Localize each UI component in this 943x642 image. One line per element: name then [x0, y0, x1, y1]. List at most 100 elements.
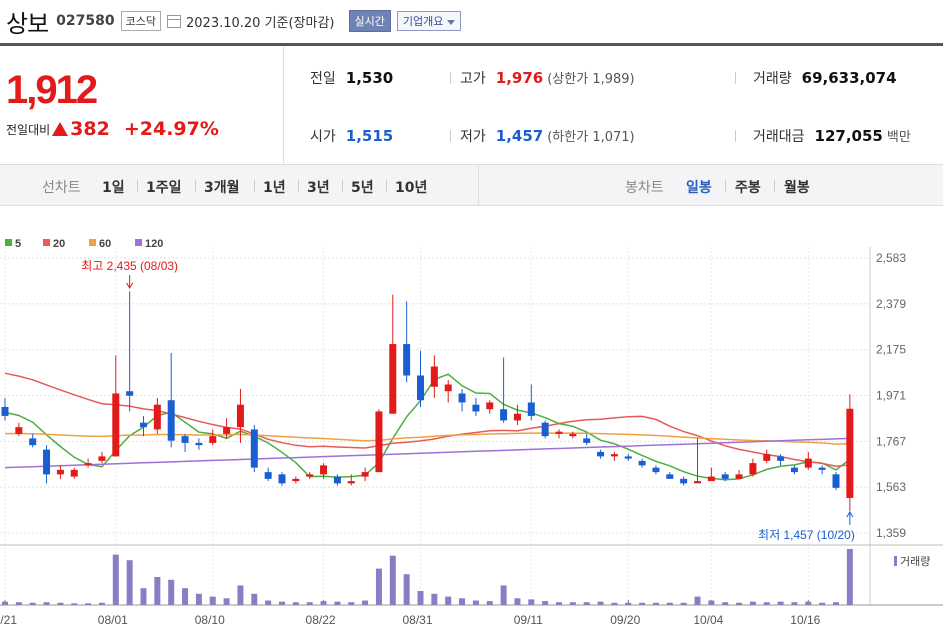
candle-weekly[interactable]: 주봉 — [735, 180, 761, 196]
chevron-down-icon — [447, 19, 456, 25]
candle-body — [56, 469, 64, 475]
volume-bar — [500, 585, 507, 605]
volume-legend-swatch — [894, 556, 897, 566]
candle-body — [236, 404, 244, 428]
volume-bar — [306, 602, 313, 605]
candle-body — [70, 469, 78, 477]
volume-bar — [694, 596, 701, 605]
candle-body — [347, 481, 355, 484]
period-separator — [254, 180, 255, 192]
candle-body — [389, 344, 397, 414]
price-summary: 1,912 전일대비 382 +24.97% — [0, 46, 284, 164]
period-10y[interactable]: 10년 — [395, 180, 428, 196]
y-tick-label: 2,175 — [876, 343, 906, 357]
volume-bar — [126, 560, 133, 605]
period-1d[interactable]: 1일 — [102, 180, 125, 196]
legend-label: 120 — [145, 238, 163, 250]
volume-bar — [846, 549, 853, 605]
stat-amount: 거래대금 127,055 백만 — [753, 126, 911, 146]
candle-body — [292, 478, 300, 482]
annotation-low-arrowhead — [846, 511, 854, 518]
ma-line-60 — [4, 432, 850, 445]
y-tick-label: 1,767 — [876, 434, 906, 448]
period-1y[interactable]: 1년 — [263, 180, 286, 196]
candle-body — [320, 465, 328, 475]
period-separator — [342, 180, 343, 192]
volume-bar — [445, 596, 452, 605]
stat-prev: 전일 1,530 — [310, 68, 393, 88]
period-1w[interactable]: 1주일 — [146, 180, 182, 196]
stock-chart[interactable]: 2,583 2,379 2,175 1,971 1,767 1,563 1,359 07/21… — [0, 207, 943, 642]
volume-bar — [15, 602, 22, 605]
calendar-icon — [167, 14, 181, 28]
candle-body — [790, 467, 798, 473]
candle-body — [513, 413, 521, 421]
change-percent: +24.97% — [123, 118, 219, 140]
volume-bar — [57, 602, 64, 605]
legend-swatch — [89, 239, 96, 246]
header-divider — [0, 43, 943, 46]
candle-body — [597, 451, 605, 457]
candle-body — [1, 406, 9, 416]
price-stats: 전일 1,530 고가 1,976 (상한가 1,989) 거래량 69,633… — [285, 46, 943, 164]
period-3y[interactable]: 3년 — [307, 180, 330, 196]
legend-label: 60 — [99, 238, 111, 250]
candle-body — [707, 476, 715, 482]
stat-volume-label: 거래량 — [753, 71, 792, 87]
lower-limit-label: (하한가 — [547, 130, 589, 145]
volume-bar — [569, 602, 576, 605]
lower-limit-value: 1,071) — [592, 130, 635, 145]
realtime-button[interactable]: 실시간 — [348, 10, 391, 32]
volume-bar — [625, 602, 632, 605]
candle-body — [264, 472, 272, 479]
volume-bar — [749, 601, 756, 605]
candle-body — [209, 436, 217, 443]
x-tick-label: 10/04 — [693, 613, 723, 627]
volume-bar — [736, 602, 743, 605]
candle-body — [472, 404, 480, 412]
stat-high-label: 고가 — [460, 71, 486, 87]
company-overview-button[interactable]: 기업개요 — [396, 11, 462, 31]
volume-bar — [528, 599, 535, 605]
company-overview-label: 기업개요 — [402, 15, 444, 28]
candle-body — [375, 411, 383, 473]
x-tick-label: 08/01 — [98, 613, 128, 627]
stat-open-label: 시가 — [310, 129, 336, 145]
ma-line-20 — [4, 372, 850, 467]
candle-body — [818, 467, 826, 470]
candle-body — [417, 375, 424, 401]
candle-body — [610, 454, 618, 457]
candle-body — [486, 402, 494, 410]
volume-bar — [98, 602, 105, 605]
stat-lower-limit: (하한가 1,071) — [547, 126, 634, 145]
y-tick-label: 2,379 — [876, 297, 906, 311]
candle-monthly[interactable]: 월봉 — [784, 180, 810, 196]
period-5y[interactable]: 5년 — [351, 180, 374, 196]
volume-bar — [265, 600, 272, 605]
candle-daily[interactable]: 일봉 — [686, 180, 712, 196]
candle-body — [527, 402, 535, 416]
volume-bar — [805, 601, 812, 605]
candle-body — [306, 474, 314, 477]
y-tick-label: 2,583 — [876, 251, 906, 265]
stat-open: 시가 1,515 — [310, 126, 393, 146]
period-3m[interactable]: 3개월 — [204, 180, 240, 196]
volume-bar — [722, 602, 729, 605]
volume-bar — [459, 598, 466, 605]
stat-high-value: 1,976 — [495, 69, 544, 87]
up-triangle-icon — [52, 122, 69, 136]
stat-volume-value: 69,633,074 — [801, 69, 897, 87]
stat-low: 저가 1,457 (하한가 1,071) — [460, 126, 635, 146]
stock-name: 상보 — [6, 9, 49, 38]
volume-bar — [320, 601, 327, 605]
candle-body — [846, 408, 854, 498]
volume-bar — [472, 600, 479, 605]
candle-body — [569, 433, 577, 437]
upper-limit-label: (상한가 — [547, 72, 589, 87]
candle-body — [430, 366, 438, 387]
stat-upper-limit: (상한가 1,989) — [547, 68, 634, 87]
volume-bar — [29, 602, 36, 605]
volume-bar — [389, 555, 396, 605]
stat-prev-label: 전일 — [310, 71, 336, 87]
volume-bar — [763, 602, 770, 605]
